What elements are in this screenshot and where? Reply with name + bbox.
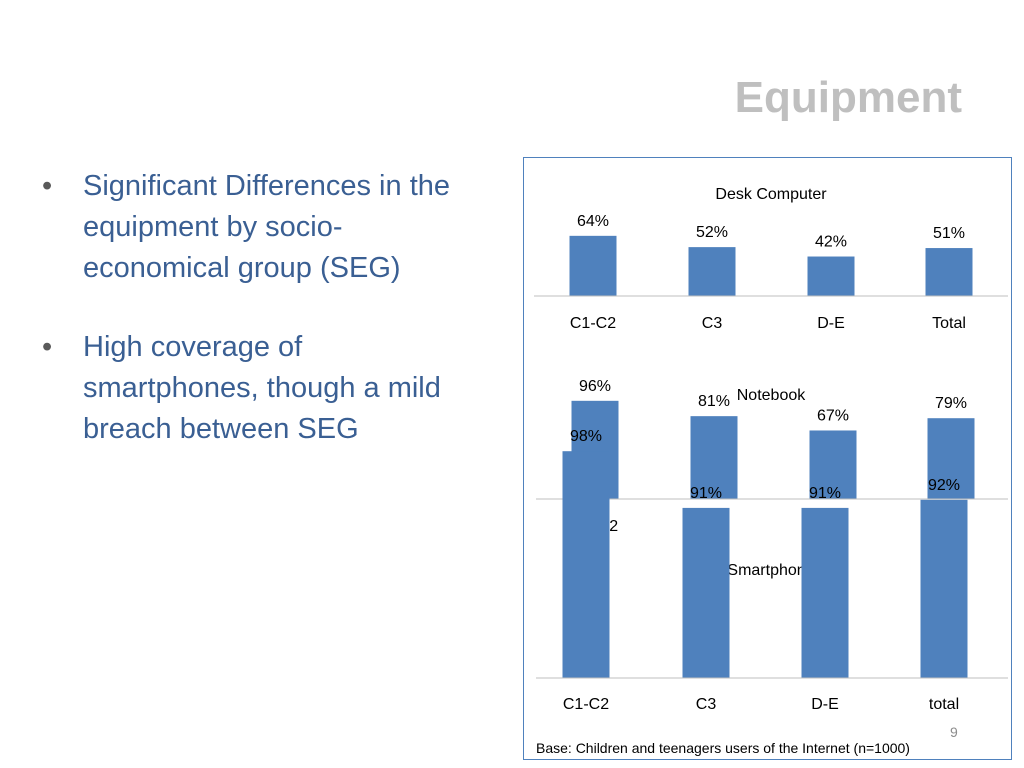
data-label: 96%	[579, 378, 611, 395]
bullet-item: • High coverage of smartphones, though a…	[42, 327, 472, 450]
charts-svg: Desk Computer 64% C1-C2 52% C3 42% D-E 51% Total…	[534, 186, 1008, 756]
base-note: Base: Children and teenagers users of th…	[536, 740, 910, 756]
bullet-list: • Significant Differences in the equipme…	[42, 166, 472, 488]
bullet-item: • Significant Differences in the equipme…	[42, 166, 472, 289]
bar	[920, 499, 968, 678]
bar	[809, 430, 857, 499]
bar	[688, 247, 736, 296]
data-label: 91%	[809, 485, 841, 502]
bar	[801, 507, 849, 678]
chart-title: Smartphone	[727, 562, 814, 579]
category-label: D-E	[817, 315, 845, 332]
category-label: total	[929, 696, 959, 713]
data-label: 79%	[935, 395, 967, 412]
chart-panel: Desk Computer 64% C1-C2 52% C3 42% D-E 51% Total…	[523, 157, 1012, 760]
bullet-marker: •	[42, 170, 53, 202]
data-label: 81%	[698, 393, 730, 410]
category-label: C3	[702, 315, 723, 332]
bar	[682, 507, 730, 678]
data-label: 64%	[577, 213, 609, 230]
category-label: Total	[932, 315, 966, 332]
data-label: 98%	[570, 428, 602, 445]
bar	[807, 256, 855, 296]
category-label: C3	[696, 696, 717, 713]
chart-title: Notebook	[737, 387, 806, 404]
page-number: 9	[950, 724, 958, 740]
bar	[569, 235, 617, 296]
bar	[690, 416, 738, 499]
data-label: 67%	[817, 407, 849, 424]
bullet-text: High coverage of smartphones, though a m…	[83, 331, 441, 445]
bar	[562, 451, 610, 678]
data-label: 52%	[696, 224, 728, 241]
bar	[925, 248, 973, 296]
bullet-text: Significant Differences in the equipment…	[83, 170, 451, 284]
bar	[927, 418, 975, 499]
slide-title: Equipment	[734, 73, 962, 122]
data-label: 42%	[815, 234, 847, 251]
category-label: C1-C2	[570, 315, 616, 332]
bullet-marker: •	[42, 331, 53, 363]
data-label: 92%	[928, 477, 960, 494]
category-label: C1-C2	[563, 696, 609, 713]
data-label: 51%	[933, 225, 965, 242]
data-label: 91%	[690, 485, 722, 502]
chart-title: Desk Computer	[715, 186, 827, 203]
category-label: D-E	[811, 696, 839, 713]
